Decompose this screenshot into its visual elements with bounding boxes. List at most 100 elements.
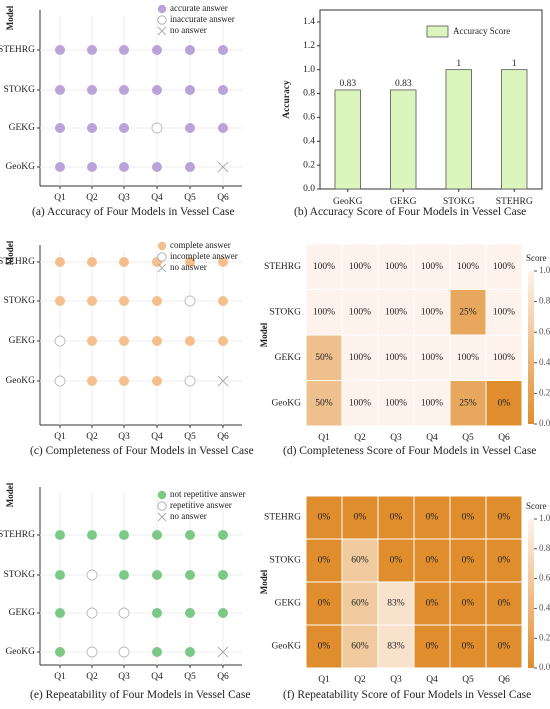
cell-label: 100% <box>349 353 371 363</box>
plot-frame <box>319 9 543 190</box>
heat-cell-GeoKG-Q2 <box>341 380 379 427</box>
point-GEKG-Q2 <box>86 607 98 619</box>
point-STOKG-Q5 <box>185 570 195 580</box>
y-tick-label: STOKG <box>4 296 36 306</box>
point-STOKG-Q5 <box>185 85 195 95</box>
heat-cell-STEHRG-Q3 <box>377 243 415 290</box>
cell-label: 100% <box>493 307 515 317</box>
cell-label: 50% <box>315 398 333 408</box>
cell-label: 100% <box>349 398 371 408</box>
y-tick-label: GEKG <box>9 123 36 133</box>
heat-cell-STEHRG-Q2 <box>341 243 379 290</box>
cell-label: 0% <box>426 642 439 652</box>
cell-label: 0% <box>498 398 511 408</box>
cell-label: 0% <box>318 599 331 609</box>
point-STEHRG-Q2 <box>87 530 97 540</box>
legend-symbol <box>157 501 167 511</box>
legend-symbol <box>157 252 167 262</box>
heat-cell-GeoKG-Q5 <box>449 380 487 427</box>
point-GeoKG-Q3 <box>118 646 130 658</box>
point-GeoKG-Q2 <box>87 376 97 386</box>
x-tick-label: Q5 <box>184 193 196 203</box>
legend-symbol <box>157 490 167 500</box>
colorbar-label: Score <box>526 501 547 511</box>
x-tick-label: Q3 <box>390 675 402 685</box>
point-STEHRG-Q6 <box>218 530 228 540</box>
y-tick-label: STEHRG <box>0 45 35 55</box>
x-tick-label: STEHRG <box>496 197 533 207</box>
legend-label: complete answer <box>170 240 231 250</box>
bar-value-label: 1 <box>512 59 517 69</box>
x-tick-label: Q2 <box>86 432 98 442</box>
legend-label: accurate answer <box>170 3 228 13</box>
caption-e: (e) Repeatability of Four Models in Vess… <box>30 689 251 701</box>
cell-label: 100% <box>421 353 443 363</box>
x-tick-label: Q1 <box>54 432 66 442</box>
y-tick-label: 1.2 <box>303 41 315 51</box>
point-STOKG-Q6 <box>218 85 228 95</box>
cell-label: 0% <box>498 556 511 566</box>
y-tick-label: GeoKG <box>5 162 35 172</box>
x-tick-label: Q3 <box>390 433 402 443</box>
cell-label: 25% <box>459 307 477 317</box>
legend-symbol <box>157 512 167 522</box>
heat-cell-STEHRG-Q2 <box>341 495 379 540</box>
x-tick-label: Q1 <box>54 672 66 682</box>
point-STEHRG-Q6 <box>218 45 228 55</box>
colorbar-tick-label: 0.6 <box>539 326 550 336</box>
heat-cell-STOKG-Q5 <box>449 538 487 583</box>
heat-cell-STOKG-Q2 <box>341 289 379 336</box>
point-STOKG-Q4 <box>152 570 162 580</box>
point-GEKG-Q3 <box>118 607 130 619</box>
y-tick-label: STEHRG <box>264 262 301 272</box>
colorbar-tick-label: 1.0 <box>539 513 550 523</box>
legend-label: Accuracy Score <box>453 26 510 36</box>
cell-label: 100% <box>313 262 335 272</box>
colorbar-tick-label: 0.8 <box>539 543 550 553</box>
bar-GEKG <box>390 89 417 190</box>
point-GeoKG-Q5 <box>184 375 196 387</box>
point-GEKG-Q5 <box>185 336 195 346</box>
point-STOKG-Q1 <box>55 296 65 306</box>
legend-symbol <box>157 15 167 25</box>
point-STOKG-Q3 <box>119 296 129 306</box>
y-tick-label: GEKG <box>9 336 36 346</box>
x-tick-label: Q2 <box>86 672 98 682</box>
x-tick-label: Q1 <box>54 193 66 203</box>
y-tick-label: GeoKG <box>5 647 35 657</box>
cell-label: 100% <box>385 262 407 272</box>
y-tick-label: 1.0 <box>303 65 315 75</box>
y-tick-label: GEKG <box>275 353 302 363</box>
y-tick-label: 0.0 <box>303 184 315 194</box>
x-tick-label: Q5 <box>184 672 196 682</box>
heat-cell-GeoKG-Q6 <box>485 624 523 669</box>
heat-cell-STOKG-Q1 <box>305 538 343 583</box>
heat-cell-GEKG-Q2 <box>341 334 379 381</box>
point-GeoKG-Q1 <box>55 162 65 172</box>
point-GEKG-Q1 <box>54 335 66 347</box>
x-tick-label: Q6 <box>498 675 510 685</box>
point-STEHRG-Q3 <box>119 45 129 55</box>
cell-label: 0% <box>498 513 511 523</box>
heat-cell-STOKG-Q2 <box>341 538 379 583</box>
point-GEKG-Q6 <box>218 336 228 346</box>
heat-cell-GeoKG-Q2 <box>341 624 379 669</box>
cell-label: 100% <box>457 353 479 363</box>
x-tick-label: GEKG <box>390 197 417 207</box>
cell-label: 100% <box>385 398 407 408</box>
colorbar-tick-label: 0.8 <box>539 296 550 306</box>
caption-b: (b) Accuracy Score of Four Models in Ves… <box>294 206 527 218</box>
cell-label: 0% <box>426 513 439 523</box>
colorbar-tick-label: 1.0 <box>539 265 550 275</box>
cell-label: 0% <box>426 599 439 609</box>
cell-label: 83% <box>387 599 405 609</box>
cell-label: 100% <box>313 307 335 317</box>
cell-label: 100% <box>349 262 371 272</box>
heat-cell-STEHRG-Q6 <box>485 243 523 290</box>
point-GeoKG-Q1 <box>55 647 65 657</box>
caption-f: (f) Repeatability Score of Four Models i… <box>283 689 532 701</box>
bar-value-label: 1 <box>456 59 461 69</box>
cell-label: 100% <box>457 262 479 272</box>
y-tick-label: 1.4 <box>303 17 315 27</box>
y-axis-label: Accuracy <box>282 80 292 119</box>
